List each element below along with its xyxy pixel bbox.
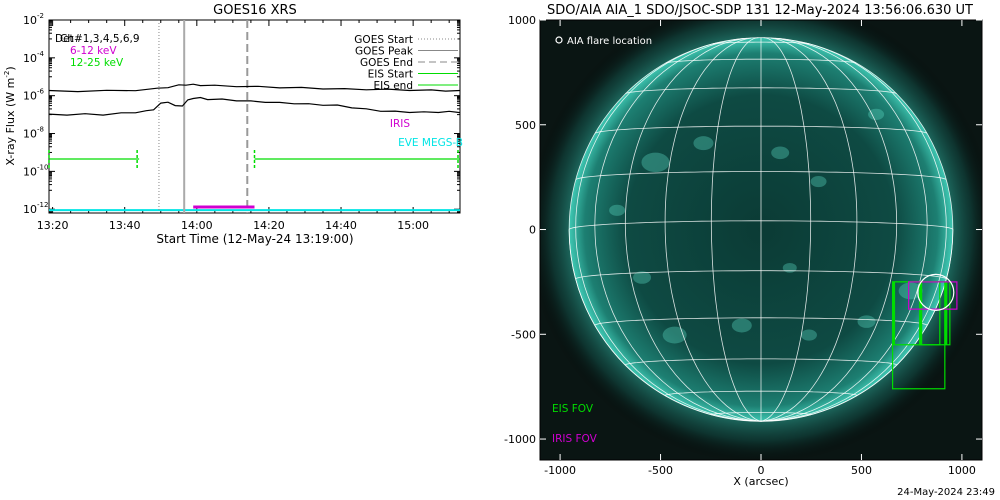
x-tick-label: 0 xyxy=(758,464,765,477)
goes-xlabel: Start Time (12-May-24 13:19:00) xyxy=(156,232,353,246)
y-tick-exponent: -6 xyxy=(37,88,45,96)
y-tick-label: 10-6 xyxy=(23,88,45,103)
goes-title: GOES16 XRS xyxy=(213,3,297,18)
aia-title: SDO/AIA AIA_1 SDO/JSOC-SDP 131 12-May-20… xyxy=(547,3,973,18)
longitude-line xyxy=(760,37,858,422)
active-region-blob xyxy=(633,271,652,284)
flare-location-circle xyxy=(917,273,955,311)
fov-boxes xyxy=(891,273,958,390)
longitude-line xyxy=(760,38,928,422)
active-region-blob xyxy=(782,262,797,273)
eve-megs-b-label: EVE MEGS-B xyxy=(398,137,463,149)
legend-right-label: EIS end xyxy=(373,80,413,92)
x-tick-label: 13:20 xyxy=(37,219,69,232)
iris-label: IRIS xyxy=(390,118,410,130)
y-tick-exponent: -12 xyxy=(37,201,48,209)
limb-line xyxy=(568,37,954,422)
legend-left-entry: 6-12 keV xyxy=(70,45,117,57)
longitude-line xyxy=(760,37,812,422)
xrs-series-line xyxy=(48,96,461,116)
legend-overlap-text: Det xyxy=(55,33,74,45)
active-region-blob xyxy=(771,146,790,160)
y-tick-exponent: -8 xyxy=(37,126,44,134)
longitude-line xyxy=(760,41,947,422)
longitude-line xyxy=(594,38,762,422)
x-tick-label: 500 xyxy=(851,464,872,477)
active-region-blob xyxy=(641,152,670,173)
x-tick-label: -1000 xyxy=(544,464,576,477)
y-tick-exponent: -4 xyxy=(37,50,45,58)
aia-xlabel: X (arcsec) xyxy=(733,475,788,488)
longitude-line xyxy=(664,37,762,422)
legend-right-label: GOES Start xyxy=(354,34,413,46)
y-tick-label: 10-8 xyxy=(23,126,44,141)
y-tick-label: 500 xyxy=(515,119,536,132)
longitude-line xyxy=(710,37,762,422)
legend-right-label: GOES End xyxy=(360,57,413,69)
aia-solar-image xyxy=(540,20,982,460)
x-tick-label: 14:40 xyxy=(325,219,357,232)
active-region-blob xyxy=(810,175,827,188)
x-tick-label: 1000 xyxy=(948,464,976,477)
flare-legend-label: AIA flare location xyxy=(567,36,652,47)
goes-plot-frame xyxy=(48,19,461,214)
heliographic-grid xyxy=(568,37,954,422)
active-region-blob xyxy=(857,315,876,328)
legend-right-label: EIS Start xyxy=(368,69,413,81)
active-region-blob xyxy=(868,108,885,121)
y-tick-label: 10-4 xyxy=(23,50,45,65)
y-tick-label: 1000 xyxy=(508,14,536,27)
flare-legend-marker xyxy=(555,36,563,44)
active-region-blob xyxy=(662,326,687,344)
y-tick-exponent: -2 xyxy=(37,12,44,20)
xrs-series-line xyxy=(48,83,461,93)
eis-fov-legend-label: EIS FOV xyxy=(552,403,594,415)
legend-left-entry: 12-25 keV xyxy=(70,57,124,69)
iris-fov-box xyxy=(908,281,958,310)
goes-x-ticks: 13:20 13:40 14:00 14:20 14:40 15:00 xyxy=(37,20,450,232)
aia-y-ticks: 1000 500 0 -500 -1000 xyxy=(504,14,982,446)
x-tick-label: 15:00 xyxy=(397,219,429,232)
x-tick-label: 14:00 xyxy=(181,219,213,232)
goes-xrs-plot: GOES16 XRS 13:20 13:40 14:00 14:20 14:40 15:0… xyxy=(3,3,463,246)
active-regions xyxy=(609,108,923,344)
longitude-line xyxy=(575,41,762,422)
longitude-line xyxy=(624,37,762,422)
goes-ylabel: X-ray Flux (W m-2) xyxy=(3,66,17,165)
legend-left-entry: Ch#1,3,4,5,6,9 xyxy=(60,33,140,45)
y-tick-label: 0 xyxy=(529,224,536,237)
legend-right-label: GOES Peak xyxy=(355,46,414,58)
y-tick-label: -1000 xyxy=(504,433,536,446)
active-region-blob xyxy=(731,318,752,333)
aia-legend: AIA flare location EIS FOV IRIS FOV xyxy=(552,36,652,445)
aia-image-plot: SDO/AIA AIA_1 SDO/JSOC-SDP 131 12-May-20… xyxy=(504,3,983,488)
goes-marks xyxy=(48,20,461,213)
y-tick-label: 10-10 xyxy=(23,163,48,178)
active-region-blob xyxy=(898,282,923,300)
longitude-line xyxy=(760,37,898,422)
aia-x-ticks: -1000 -500 0 500 1000 xyxy=(544,20,976,477)
y-tick-label: -500 xyxy=(511,328,536,341)
y-tick-label: 10-2 xyxy=(23,12,44,27)
x-tick-label: 13:40 xyxy=(109,219,141,232)
x-tick-label: 14:20 xyxy=(253,219,285,232)
active-region-blob xyxy=(800,329,817,341)
active-region-blob xyxy=(609,204,626,216)
active-region-blob xyxy=(693,136,714,151)
y-tick-exponent: -10 xyxy=(37,163,48,171)
x-tick-label: -500 xyxy=(648,464,673,477)
footer-timestamp: 24-May-2024 23:49 xyxy=(897,487,995,498)
iris-fov-legend-label: IRIS FOV xyxy=(552,433,598,445)
y-tick-label: 10-12 xyxy=(23,201,48,216)
